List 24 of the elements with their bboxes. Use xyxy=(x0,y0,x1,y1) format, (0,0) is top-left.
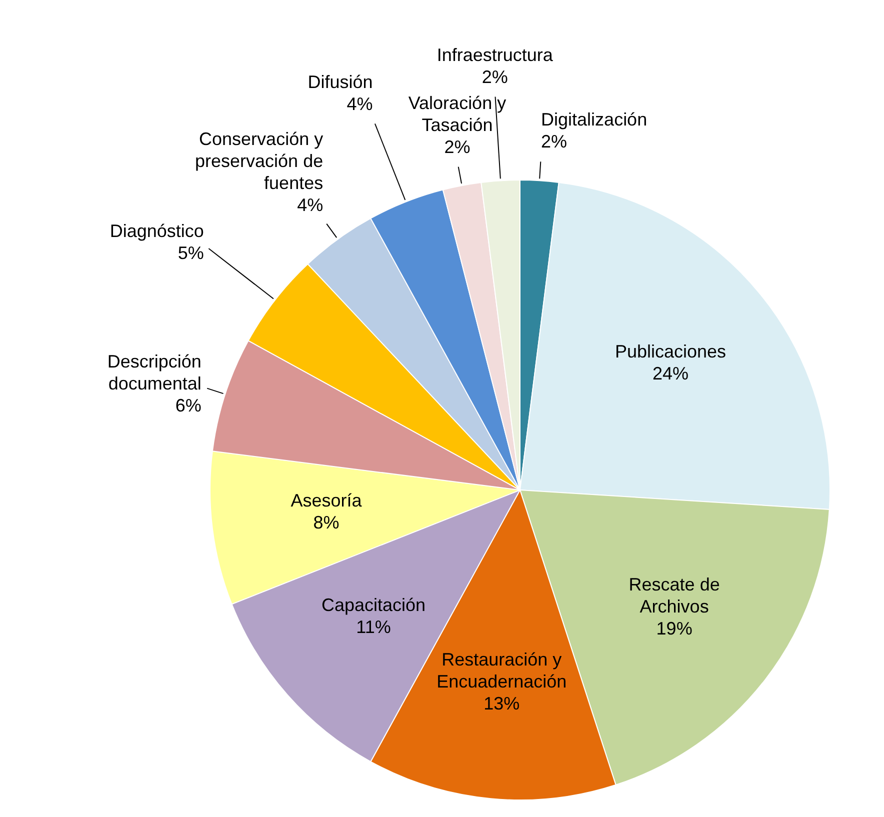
slice-label: Publicaciones xyxy=(614,342,726,362)
data-label: 5% xyxy=(178,242,204,263)
data-label: 6% xyxy=(175,395,202,416)
data-label: 2% xyxy=(541,132,568,152)
slice-label: Digitalización xyxy=(541,110,648,130)
data-label: 19% xyxy=(656,618,692,639)
slice-label: Capacitación xyxy=(321,595,426,616)
data-label: 2% xyxy=(482,66,508,87)
slice-label: Asesoría xyxy=(290,490,363,510)
data-label: 11% xyxy=(356,617,391,638)
data-label: 8% xyxy=(313,512,340,532)
data-label: 24% xyxy=(652,364,688,384)
slice-label: Restauración y Encuadernación xyxy=(436,649,567,692)
data-label: 4% xyxy=(346,94,373,114)
slice-label: Descripción documental xyxy=(107,351,202,394)
data-label: 13% xyxy=(484,693,520,714)
slice-label: Infraestructura xyxy=(436,44,554,65)
slice-label: Valoración y Tasación xyxy=(408,92,506,135)
slice-label: Diagnóstico xyxy=(110,220,204,241)
slice-label: Conservación y preservación de fuentes xyxy=(195,128,324,193)
data-label: 4% xyxy=(297,194,324,215)
slice-label: Difusión xyxy=(308,72,373,92)
data-label: 2% xyxy=(444,136,470,157)
slice-label: Rescate de Archivos xyxy=(628,574,720,617)
